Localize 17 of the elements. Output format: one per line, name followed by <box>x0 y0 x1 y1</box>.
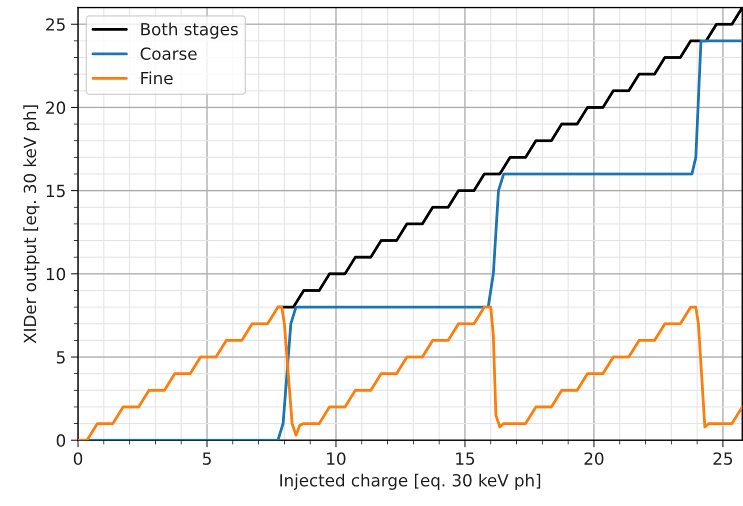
x-tick-label: 0 <box>74 452 82 465</box>
y-tick-label: 10 <box>46 268 66 280</box>
y-axis-title: XIDer output [eq. 30 keV ph] <box>23 105 40 344</box>
y-tick-label: 20 <box>46 101 66 114</box>
y-tick-label: 5 <box>56 351 65 364</box>
x-tick-label: 15 <box>456 452 474 465</box>
legend-label: Coarse <box>140 47 197 60</box>
legend-label: Both stages <box>141 22 238 39</box>
x-axis-title: Injected charge [eq. 30 keV ph] <box>280 474 540 490</box>
x-tick-label: 10 <box>327 452 346 465</box>
y-tick-label: 15 <box>46 184 65 198</box>
x-tick-label: 5 <box>202 452 211 465</box>
legend-label: Fine <box>141 72 173 84</box>
x-tick-label: 20 <box>584 452 604 465</box>
y-tick-label: 25 <box>46 18 65 31</box>
x-tick-label: 25 <box>714 452 732 465</box>
y-tick-label: 0 <box>56 434 66 447</box>
